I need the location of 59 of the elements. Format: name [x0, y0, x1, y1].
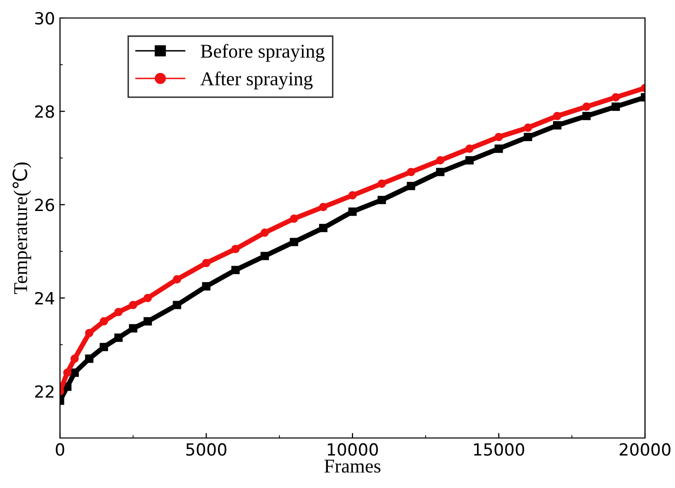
- point: [553, 121, 562, 130]
- point: [290, 214, 298, 223]
- point: [70, 354, 79, 363]
- point: [524, 132, 532, 142]
- point: [436, 168, 444, 176]
- point: [465, 144, 474, 153]
- y-axis-title: Temperature(℃): [12, 162, 32, 294]
- x-axis-title: Frames: [324, 460, 380, 473]
- point: [260, 228, 269, 237]
- y-tick-label: 22: [35, 385, 54, 398]
- point: [378, 180, 386, 188]
- legend-label: After spraying: [200, 72, 313, 90]
- point: [128, 300, 138, 310]
- point: [524, 124, 532, 132]
- point: [553, 112, 562, 120]
- point: [348, 208, 357, 216]
- point: [319, 224, 328, 232]
- point: [582, 112, 591, 120]
- point: [494, 132, 503, 142]
- point: [378, 196, 386, 204]
- point: [100, 317, 108, 326]
- point: [202, 258, 210, 268]
- point: [406, 182, 416, 190]
- point: [172, 300, 182, 310]
- x-tick-label: 20000: [620, 443, 670, 456]
- y-tick-label: 26: [35, 198, 54, 212]
- y-tick-label: 24: [35, 292, 54, 304]
- point: [144, 317, 152, 326]
- point: [85, 354, 94, 363]
- point: [260, 252, 269, 260]
- point: [100, 342, 108, 352]
- point: [114, 334, 123, 342]
- y-tick-label: 30: [35, 12, 54, 25]
- x-tick-label: 5000: [186, 443, 226, 456]
- x-tick-label: 10000: [328, 443, 378, 456]
- point: [172, 275, 182, 284]
- x-tick-label: 15000: [474, 443, 524, 456]
- point: [63, 368, 72, 377]
- point: [202, 282, 210, 290]
- point: [290, 238, 298, 246]
- point: [319, 202, 328, 212]
- point: [465, 156, 474, 164]
- point: [612, 93, 620, 102]
- point: [582, 102, 591, 111]
- legend-label: Before spraying: [200, 44, 325, 62]
- point: [406, 168, 416, 176]
- point: [231, 244, 240, 254]
- point: [348, 191, 357, 200]
- point: [144, 294, 152, 302]
- x-tick-label: 0: [56, 443, 64, 456]
- point: [231, 266, 240, 274]
- point: [612, 102, 620, 111]
- point: [85, 328, 94, 338]
- point: [114, 308, 123, 316]
- point: [128, 324, 138, 332]
- y-tick-label: 28: [35, 105, 54, 118]
- point: [70, 368, 79, 377]
- point: [436, 156, 444, 164]
- point: [494, 144, 503, 153]
